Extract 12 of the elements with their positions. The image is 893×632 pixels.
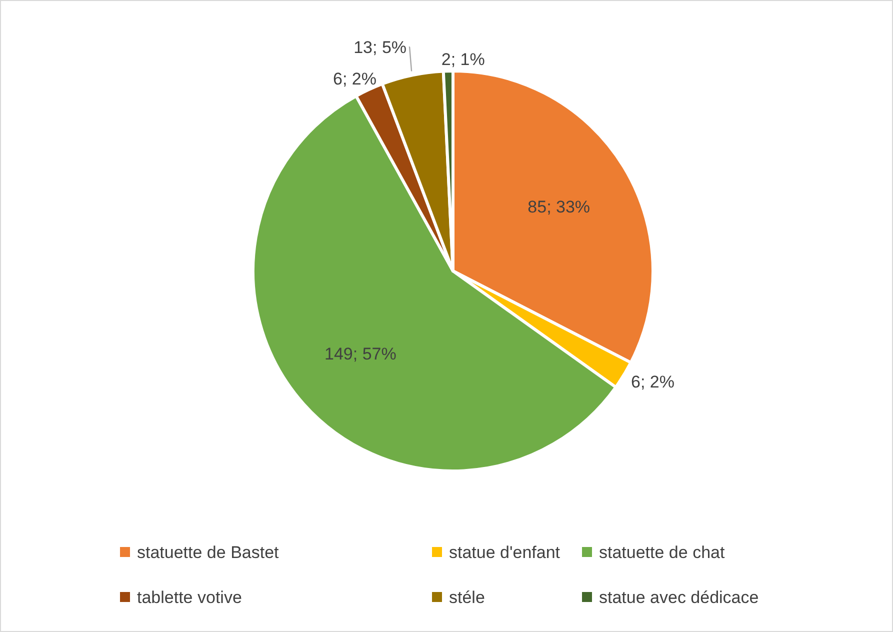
data-label: 149; 57%: [324, 344, 396, 364]
legend-label: statue d'enfant: [449, 543, 560, 562]
data-label: 13; 5%: [354, 38, 407, 58]
data-label: 6; 2%: [333, 70, 376, 89]
legend-label: stéle: [449, 588, 485, 607]
data-label: 85; 33%: [528, 197, 590, 216]
data-label: 2; 1%: [441, 50, 485, 70]
legend-label: tablette votive: [137, 588, 242, 607]
data-label: 6; 2%: [631, 372, 675, 392]
legend-label: statuette de chat: [599, 543, 725, 562]
legend-label: statuette de Bastet: [137, 543, 280, 562]
legend-label: statue avec dédicace: [599, 588, 759, 607]
